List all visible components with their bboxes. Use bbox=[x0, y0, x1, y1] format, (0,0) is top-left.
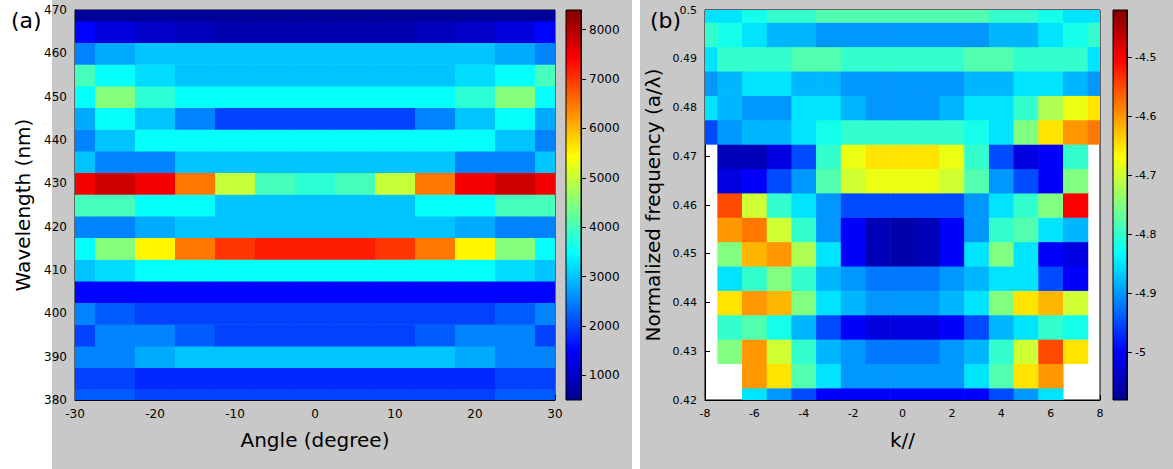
svg-text:30: 30 bbox=[547, 407, 562, 421]
svg-text:-8: -8 bbox=[700, 407, 711, 420]
svg-text:0: 0 bbox=[311, 407, 319, 421]
svg-text:8: 8 bbox=[1097, 407, 1104, 420]
svg-text:Angle (degree): Angle (degree) bbox=[241, 428, 390, 452]
svg-text:0.48: 0.48 bbox=[673, 101, 698, 114]
svg-text:3000: 3000 bbox=[589, 270, 620, 284]
svg-text:-4.8: -4.8 bbox=[1135, 228, 1156, 241]
svg-text:420: 420 bbox=[44, 220, 67, 234]
svg-text:k//: k// bbox=[890, 428, 915, 452]
svg-text:-20: -20 bbox=[145, 407, 165, 421]
svg-text:400: 400 bbox=[44, 306, 67, 320]
svg-text:1000: 1000 bbox=[589, 368, 620, 382]
svg-text:-4.9: -4.9 bbox=[1135, 287, 1156, 300]
svg-text:0.47: 0.47 bbox=[673, 150, 698, 163]
svg-text:440: 440 bbox=[44, 133, 67, 147]
svg-text:Wavelength (nm): Wavelength (nm) bbox=[11, 119, 35, 292]
svg-text:(b): (b) bbox=[650, 8, 681, 33]
svg-text:2: 2 bbox=[948, 407, 955, 420]
svg-text:410: 410 bbox=[44, 263, 67, 277]
svg-text:4000: 4000 bbox=[589, 220, 620, 234]
svg-text:0: 0 bbox=[899, 407, 906, 420]
svg-text:-4.5: -4.5 bbox=[1135, 51, 1156, 64]
svg-text:0.46: 0.46 bbox=[673, 199, 698, 212]
svg-text:0.44: 0.44 bbox=[673, 296, 698, 309]
svg-text:470: 470 bbox=[44, 3, 67, 17]
svg-text:0.49: 0.49 bbox=[673, 52, 698, 65]
svg-text:-10: -10 bbox=[225, 407, 245, 421]
svg-text:-4.7: -4.7 bbox=[1135, 169, 1156, 182]
svg-text:6: 6 bbox=[1047, 407, 1054, 420]
svg-text:430: 430 bbox=[44, 176, 67, 190]
svg-text:7000: 7000 bbox=[589, 72, 620, 86]
svg-text:-5: -5 bbox=[1135, 346, 1146, 359]
svg-text:(a): (a) bbox=[11, 8, 42, 33]
svg-text:0.5: 0.5 bbox=[680, 4, 698, 17]
svg-text:2000: 2000 bbox=[589, 319, 620, 333]
svg-text:-6: -6 bbox=[749, 407, 760, 420]
svg-text:0.42: 0.42 bbox=[673, 394, 698, 407]
svg-text:380: 380 bbox=[44, 393, 67, 407]
svg-text:0.43: 0.43 bbox=[673, 345, 698, 358]
svg-text:-30: -30 bbox=[65, 407, 85, 421]
svg-text:4: 4 bbox=[998, 407, 1005, 420]
svg-text:Normalized frequency (a/λ): Normalized frequency (a/λ) bbox=[641, 69, 665, 342]
svg-text:-2: -2 bbox=[848, 407, 859, 420]
svg-text:460: 460 bbox=[44, 46, 67, 60]
svg-text:0.45: 0.45 bbox=[673, 247, 698, 260]
svg-text:10: 10 bbox=[387, 407, 402, 421]
svg-text:5000: 5000 bbox=[589, 171, 620, 185]
svg-text:8000: 8000 bbox=[589, 23, 620, 37]
svg-text:390: 390 bbox=[44, 350, 67, 364]
svg-text:-4.6: -4.6 bbox=[1135, 110, 1156, 123]
svg-text:20: 20 bbox=[467, 407, 482, 421]
svg-text:450: 450 bbox=[44, 90, 67, 104]
svg-text:-4: -4 bbox=[798, 407, 809, 420]
svg-text:6000: 6000 bbox=[589, 121, 620, 135]
